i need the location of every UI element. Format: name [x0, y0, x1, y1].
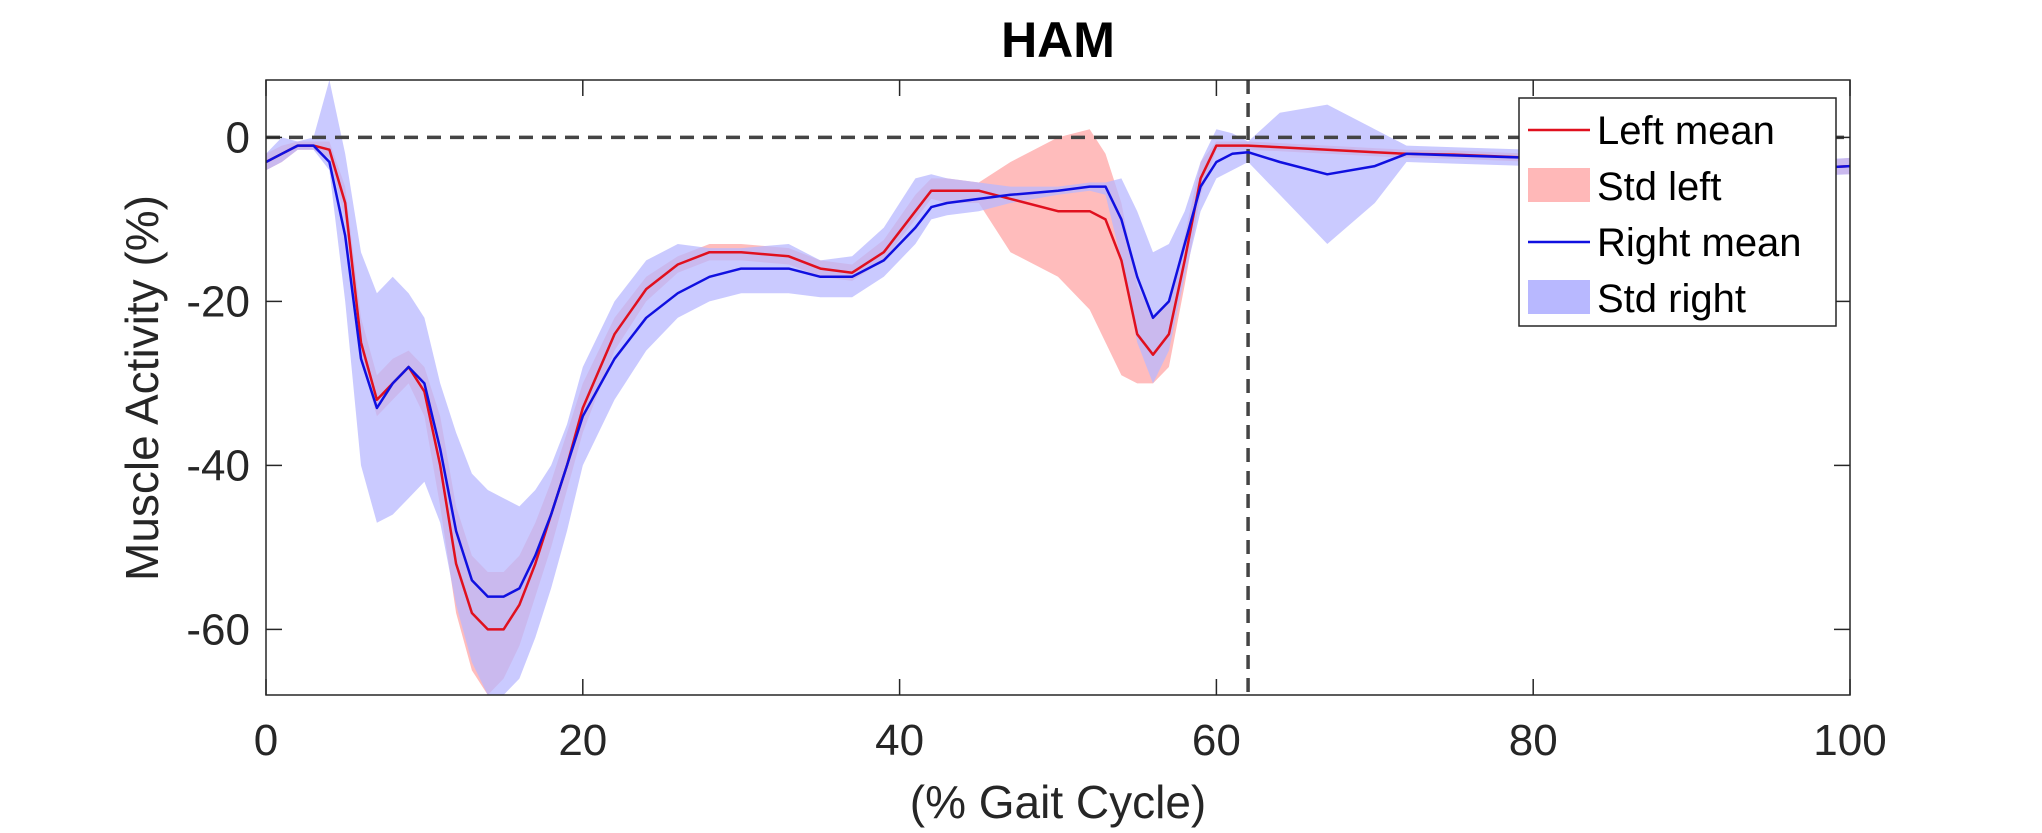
- x-tick-label: 40: [875, 716, 924, 765]
- std-band-right-mean: [266, 80, 1850, 695]
- legend-label-std-left: Std left: [1597, 165, 1722, 209]
- legend-label-std-right: Std right: [1597, 277, 1746, 321]
- mean-line-left-mean: [266, 144, 1850, 631]
- legend-swatch-std-right: [1528, 280, 1590, 314]
- legend-label-right-mean: Right mean: [1597, 221, 1802, 265]
- y-tick-label: 0: [226, 113, 250, 162]
- plot-frame: [265, 79, 1851, 696]
- legend-swatch-std-left: [1528, 168, 1590, 202]
- x-tick-label: 0: [254, 716, 278, 765]
- y-tick-label: -40: [186, 441, 250, 490]
- y-axis-label: Muscle Activity (%): [116, 195, 168, 581]
- mean-line-right-mean: [266, 144, 1850, 598]
- mean-lines: [266, 144, 1850, 631]
- x-tick-label: 80: [1509, 716, 1558, 765]
- x-tick-label: 100: [1813, 716, 1886, 765]
- y-tick-label: -20: [186, 277, 250, 326]
- std-bands: [266, 80, 1850, 695]
- chart-title: HAM: [1001, 12, 1115, 68]
- y-tick-label: -60: [186, 605, 250, 654]
- x-axis-label: (% Gait Cycle): [910, 776, 1206, 828]
- axis-ticks: 0 20 40 60 80 100 0 -20 -40 -60: [186, 80, 1887, 765]
- x-tick-label: 20: [558, 716, 607, 765]
- legend: Left mean Std left Right mean Std right: [1518, 97, 1837, 327]
- x-tick-label: 60: [1192, 716, 1241, 765]
- legend-label-left-mean: Left mean: [1597, 109, 1775, 153]
